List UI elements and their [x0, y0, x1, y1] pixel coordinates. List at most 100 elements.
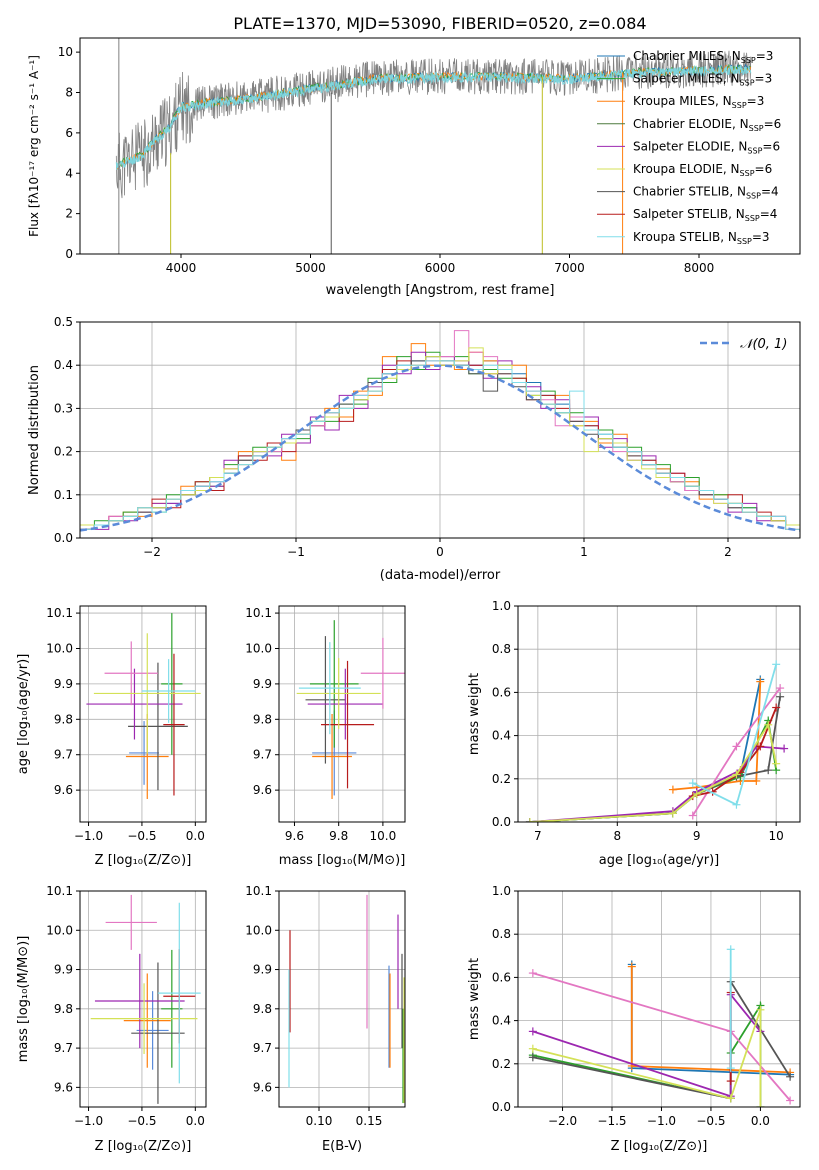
y-tick-label: 0.8 [492, 642, 511, 656]
x-tick-label: 7 [534, 829, 542, 843]
mass-weight-marker [776, 692, 785, 701]
mass-vs-z-ylabel: mass [log₁₀(M/M⊙)] [16, 936, 31, 1063]
mass-vs-ebv-axes-frame [278, 890, 406, 1108]
mass-weight-marker [764, 766, 773, 775]
mass_weight_vs_Z-grid [518, 890, 800, 1108]
x-tick-label: 7000 [554, 261, 585, 275]
x-tick-label: 0.0 [751, 1114, 770, 1128]
x-tick-label: −1.5 [597, 1114, 626, 1128]
y-tick-label: 0.8 [492, 927, 511, 941]
mass-vs-ebv-xlabel: E(B-V) [322, 1139, 362, 1154]
mass-weight-marker [786, 1096, 795, 1105]
mass-weight-marker [732, 800, 741, 809]
errorbar-point [105, 894, 157, 950]
mass_vs_EBV-ticks: 0.10 0.15 9.6 9.7 9.8 9.9 10.0 10.1 [245, 884, 382, 1128]
mass-weight-marker [772, 759, 781, 768]
age-vs-z-axes-frame [79, 605, 207, 823]
spectrum-axes-frame [79, 37, 801, 255]
mass-weight-marker [756, 1103, 765, 1107]
mass_vs_EBV-grid [279, 890, 405, 1107]
age_vs_mass-marks [296, 620, 405, 799]
mass-vs-z-plot-area: −1.0 −0.5 0.0 9.6 9.7 9.8 9.9 10.0 10.1 [46, 884, 206, 1128]
x-tick-label: −0.5 [127, 829, 156, 843]
y-tick-label: 9.7 [54, 1041, 73, 1055]
age-vs-z-xlabel: Z [log₁₀(Z/Z⊙)] [95, 853, 192, 868]
age_vs_Z-ticks: −1.0 −0.5 0.0 9.6 9.7 9.8 9.9 10.0 10.1 [46, 606, 205, 843]
mass-vs-z-xlabel: Z [log₁₀(Z/Z⊙)] [95, 1139, 192, 1154]
age-vs-mass-axes-frame [278, 605, 406, 823]
spectrum-marks [115, 38, 752, 254]
mass-weight-series [532, 1009, 762, 1107]
mass-weight-marker [726, 1077, 735, 1086]
legend-label: Kroupa STELIB, NSSP=3 [633, 230, 770, 246]
mass-weight-marker [786, 1072, 795, 1081]
y-tick-label: 10.0 [46, 641, 73, 655]
mass-weight-vs-z-xlabel: Z [log₁₀(Z/Z⊙)] [611, 1139, 708, 1154]
y-tick-label: 9.9 [253, 963, 272, 977]
x-tick-label: −2 [143, 545, 161, 559]
age-vs-z-ylabel: age [log₁₀(age/yr)] [16, 654, 31, 775]
residual-histogram-series [80, 360, 800, 530]
mass_weight_vs_age-ticks: 7 8 9 10 0.0 0.2 0.4 0.6 0.8 1.0 [492, 599, 784, 843]
mass-weight-vs-z-axes-frame [517, 890, 801, 1108]
x-tick-label: 0.0 [186, 829, 205, 843]
mass-weight-marker [528, 969, 537, 978]
y-tick-label: 9.6 [253, 1080, 272, 1094]
y-tick-label: 9.6 [54, 783, 73, 797]
spectrum-ylabel: Flux [fλ10⁻¹⁷ erg cm⁻² s⁻¹ A⁻¹] [27, 55, 41, 237]
y-tick-label: 10.1 [46, 606, 73, 620]
x-tick-label: 10 [769, 829, 784, 843]
mass_weight_vs_Z-ticks: −2.0 −1.5 −1.0 −0.5 0.0 0.0 0.2 0.4 0.6 0.8 1.0 [492, 884, 770, 1128]
legend-label: Chabrier MILES, NSSP=3 [633, 49, 773, 65]
errorbar-point [309, 620, 359, 748]
mass-weight-marker [772, 660, 781, 669]
y-tick-label: 9.6 [54, 1080, 73, 1094]
residuals-legend-label: 𝒩(0, 1) [740, 337, 787, 352]
errorbar-point [141, 659, 196, 723]
mass-weight-vs-age-xlabel: age [log₁₀(age/yr)] [599, 853, 720, 868]
mass-weight-vs-z-plot-area: −2.0 −1.5 −1.0 −0.5 0.0 0.0 0.2 0.4 0.6 0.8 1.0 [492, 884, 800, 1128]
y-tick-label: 10.0 [46, 923, 73, 937]
age_vs_Z-marks [86, 613, 201, 799]
mass-weight-marker [528, 1027, 537, 1036]
mass-weight-marker [627, 962, 636, 971]
mass-weight-marker [732, 770, 741, 779]
mass-weight-marker [726, 1064, 735, 1073]
mass-weight-marker [692, 789, 701, 798]
y-tick-label: 1.0 [492, 884, 511, 898]
y-tick-label: 9.9 [54, 677, 73, 691]
y-tick-label: 9.7 [253, 1041, 272, 1055]
mass-weight-marker [726, 1094, 735, 1103]
mass_weight_vs_age-marks [525, 660, 789, 822]
y-tick-label: 9.8 [253, 712, 272, 726]
mass-weight-series [529, 745, 785, 822]
spectrum-ticks: 4000 5000 6000 7000 8000 0 2 4 6 8 10 [58, 45, 715, 275]
age_vs_Z-grid [80, 606, 206, 822]
x-tick-label: 9.8 [329, 829, 348, 843]
y-tick-label: 10.0 [245, 923, 272, 937]
y-tick-label: 0.6 [492, 970, 511, 984]
normal-curve [80, 364, 800, 532]
errorbar-point [312, 714, 352, 799]
mass-weight-marker [668, 809, 677, 818]
errorbar-point [90, 983, 198, 1054]
y-tick-label: 0 [65, 247, 73, 261]
age-vs-mass-plot-area: 9.6 9.8 10.0 9.6 9.7 9.8 9.9 10.0 10.1 [245, 606, 405, 843]
y-tick-label: 10.0 [245, 641, 272, 655]
x-tick-label: −0.5 [696, 1114, 725, 1128]
mass-weight-series [529, 679, 762, 822]
y-tick-label: 10 [58, 45, 73, 59]
mass-weight-marker [528, 1053, 537, 1062]
x-tick-label: 8 [613, 829, 621, 843]
y-tick-label: 8 [65, 86, 73, 100]
mass-weight-series [692, 664, 778, 806]
errorbar-point [321, 660, 375, 789]
errorbar-point [161, 613, 183, 755]
spectrum-legend: Chabrier MILES, NSSP=3 Salpeter MILES, NS… [597, 49, 781, 246]
legend-label: Kroupa MILES, NSSP=3 [633, 94, 764, 110]
residuals-xlabel: (data-model)/error [380, 568, 501, 583]
errorbar-point [93, 633, 201, 754]
mass-weight-marker [752, 776, 761, 785]
errorbar-point [136, 991, 169, 1070]
